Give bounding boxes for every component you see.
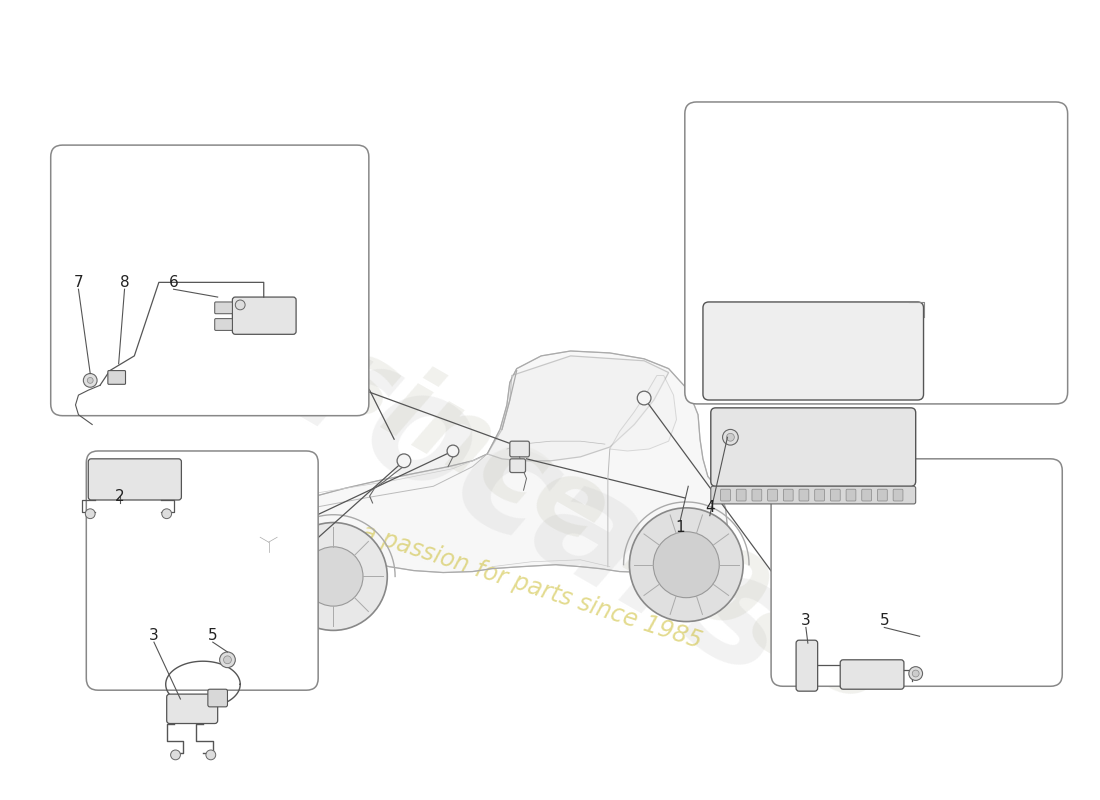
Circle shape	[223, 656, 231, 664]
FancyBboxPatch shape	[509, 441, 529, 457]
Circle shape	[84, 374, 97, 387]
FancyBboxPatch shape	[509, 459, 526, 473]
Text: eurocars: eurocars	[90, 206, 816, 711]
Circle shape	[279, 522, 387, 630]
FancyBboxPatch shape	[51, 145, 369, 416]
FancyBboxPatch shape	[840, 660, 904, 690]
FancyBboxPatch shape	[208, 690, 228, 707]
Polygon shape	[609, 375, 676, 451]
Circle shape	[86, 509, 95, 518]
Text: 5: 5	[880, 613, 889, 628]
FancyBboxPatch shape	[830, 490, 840, 501]
FancyBboxPatch shape	[720, 490, 730, 501]
FancyBboxPatch shape	[214, 318, 232, 330]
FancyBboxPatch shape	[232, 297, 296, 334]
Circle shape	[253, 526, 284, 558]
FancyBboxPatch shape	[815, 490, 825, 501]
FancyBboxPatch shape	[878, 490, 888, 501]
FancyBboxPatch shape	[771, 459, 1063, 686]
FancyBboxPatch shape	[86, 451, 318, 690]
FancyBboxPatch shape	[685, 102, 1068, 404]
Text: 4: 4	[705, 500, 715, 515]
Circle shape	[220, 652, 235, 668]
FancyBboxPatch shape	[88, 459, 182, 500]
Circle shape	[235, 300, 245, 310]
FancyBboxPatch shape	[861, 490, 871, 501]
Circle shape	[912, 670, 920, 677]
Text: 3: 3	[150, 628, 158, 642]
Polygon shape	[487, 356, 669, 461]
Polygon shape	[222, 513, 311, 555]
Circle shape	[637, 391, 651, 405]
Text: a passion for parts since 1985: a passion for parts since 1985	[358, 520, 705, 653]
Circle shape	[162, 509, 172, 518]
Circle shape	[447, 445, 459, 457]
Circle shape	[723, 430, 738, 445]
FancyBboxPatch shape	[846, 490, 856, 501]
Circle shape	[304, 547, 363, 606]
Circle shape	[397, 454, 410, 468]
FancyBboxPatch shape	[893, 490, 903, 501]
FancyBboxPatch shape	[108, 370, 125, 384]
FancyBboxPatch shape	[711, 486, 915, 504]
Text: 3: 3	[801, 613, 811, 628]
FancyBboxPatch shape	[167, 694, 218, 723]
Polygon shape	[212, 351, 727, 573]
Text: 1: 1	[675, 520, 685, 535]
Circle shape	[726, 434, 735, 441]
Text: 8: 8	[120, 275, 130, 290]
FancyBboxPatch shape	[711, 408, 915, 486]
Circle shape	[629, 508, 744, 622]
FancyBboxPatch shape	[796, 640, 817, 691]
FancyBboxPatch shape	[703, 302, 924, 400]
FancyBboxPatch shape	[736, 490, 746, 501]
Text: since 1985: since 1985	[311, 326, 909, 729]
Text: 5: 5	[208, 628, 218, 642]
Text: 6: 6	[168, 275, 178, 290]
Circle shape	[653, 532, 719, 598]
Circle shape	[206, 750, 216, 760]
Circle shape	[909, 666, 923, 680]
FancyBboxPatch shape	[768, 490, 778, 501]
FancyBboxPatch shape	[799, 490, 808, 501]
FancyBboxPatch shape	[752, 490, 762, 501]
Circle shape	[170, 750, 180, 760]
Text: 2: 2	[114, 489, 124, 503]
Circle shape	[87, 378, 94, 383]
FancyBboxPatch shape	[214, 302, 232, 314]
Text: 7: 7	[74, 275, 84, 290]
FancyBboxPatch shape	[783, 490, 793, 501]
